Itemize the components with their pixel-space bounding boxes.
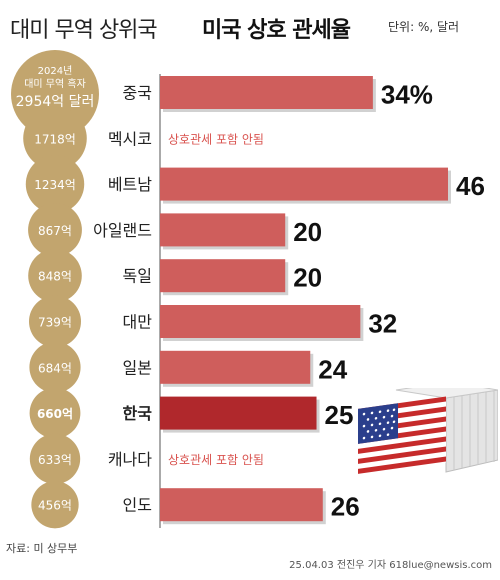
header: 대미 무역 상위국 미국 상호 관세율 단위: %, 달러	[0, 0, 500, 50]
surplus-circle	[23, 106, 87, 171]
value-label: 20	[293, 217, 322, 247]
category-label: 독일	[123, 267, 152, 286]
surplus-value-label: 848억	[38, 270, 72, 284]
title-light: 대미 무역 상위국	[10, 18, 158, 43]
surplus-value-label: 633억	[38, 453, 72, 467]
surplus-circle	[28, 202, 82, 257]
surplus-value-label: 2954억 달러	[16, 94, 95, 110]
surplus-value-label: 1234억	[34, 178, 76, 192]
us-flag-container-icon	[350, 381, 499, 478]
bar	[160, 213, 286, 247]
category-label: 캐나다	[108, 450, 152, 469]
surplus-value-label: 1718억	[34, 132, 76, 146]
surplus-value-label: 684억	[38, 361, 72, 375]
surplus-value-label: 660억	[37, 407, 73, 421]
category-label: 베트남	[108, 175, 152, 194]
category-label: 중국	[123, 84, 152, 103]
value-label: 46	[456, 171, 485, 201]
value-label: 26	[331, 492, 360, 522]
surplus-value-label: 456억	[38, 499, 72, 513]
surplus-circle	[31, 481, 79, 529]
surplus-circle	[29, 387, 81, 439]
title-bold: 미국 상호 관세율	[202, 18, 351, 43]
value-label: 24	[318, 354, 347, 384]
source-note: 자료: 미 상무부	[6, 542, 78, 555]
value-label: 32	[368, 309, 397, 339]
unit-label: 단위: %, 달러	[388, 20, 460, 34]
surplus-circle	[28, 295, 82, 348]
bar	[160, 396, 317, 430]
bar	[160, 259, 286, 293]
category-label: 멕시코	[108, 129, 152, 148]
category-label: 인도	[123, 496, 152, 515]
excluded-note: 상호관세 포함 안됨	[168, 453, 264, 467]
excluded-note: 상호관세 포함 안됨	[168, 132, 264, 146]
value-label: 25	[325, 400, 354, 430]
bar	[160, 305, 361, 338]
surplus-circle	[29, 341, 81, 393]
category-label: 일본	[123, 358, 152, 377]
bar	[160, 167, 448, 201]
category-label: 대만	[123, 313, 153, 332]
us-flag-icon	[358, 381, 499, 475]
value-label: 20	[293, 263, 322, 293]
surplus-circle	[29, 433, 81, 485]
surplus-circle	[28, 248, 82, 303]
bar	[160, 350, 311, 384]
surplus-value-label: 739억	[38, 316, 72, 330]
category-label: 한국	[123, 404, 153, 423]
surplus-circle	[25, 154, 85, 214]
surplus-value-label: 867억	[38, 224, 72, 238]
category-label: 아일랜드	[93, 221, 152, 240]
circle-header-label: 대미 무역 흑자	[24, 77, 86, 90]
value-label: 34%	[381, 80, 433, 110]
circle-header-year: 2024년	[38, 65, 73, 77]
bar	[160, 76, 373, 109]
credit-note: 25.04.03 전진우 기자 618lue@newsis.com	[289, 560, 492, 571]
bar	[160, 488, 323, 522]
